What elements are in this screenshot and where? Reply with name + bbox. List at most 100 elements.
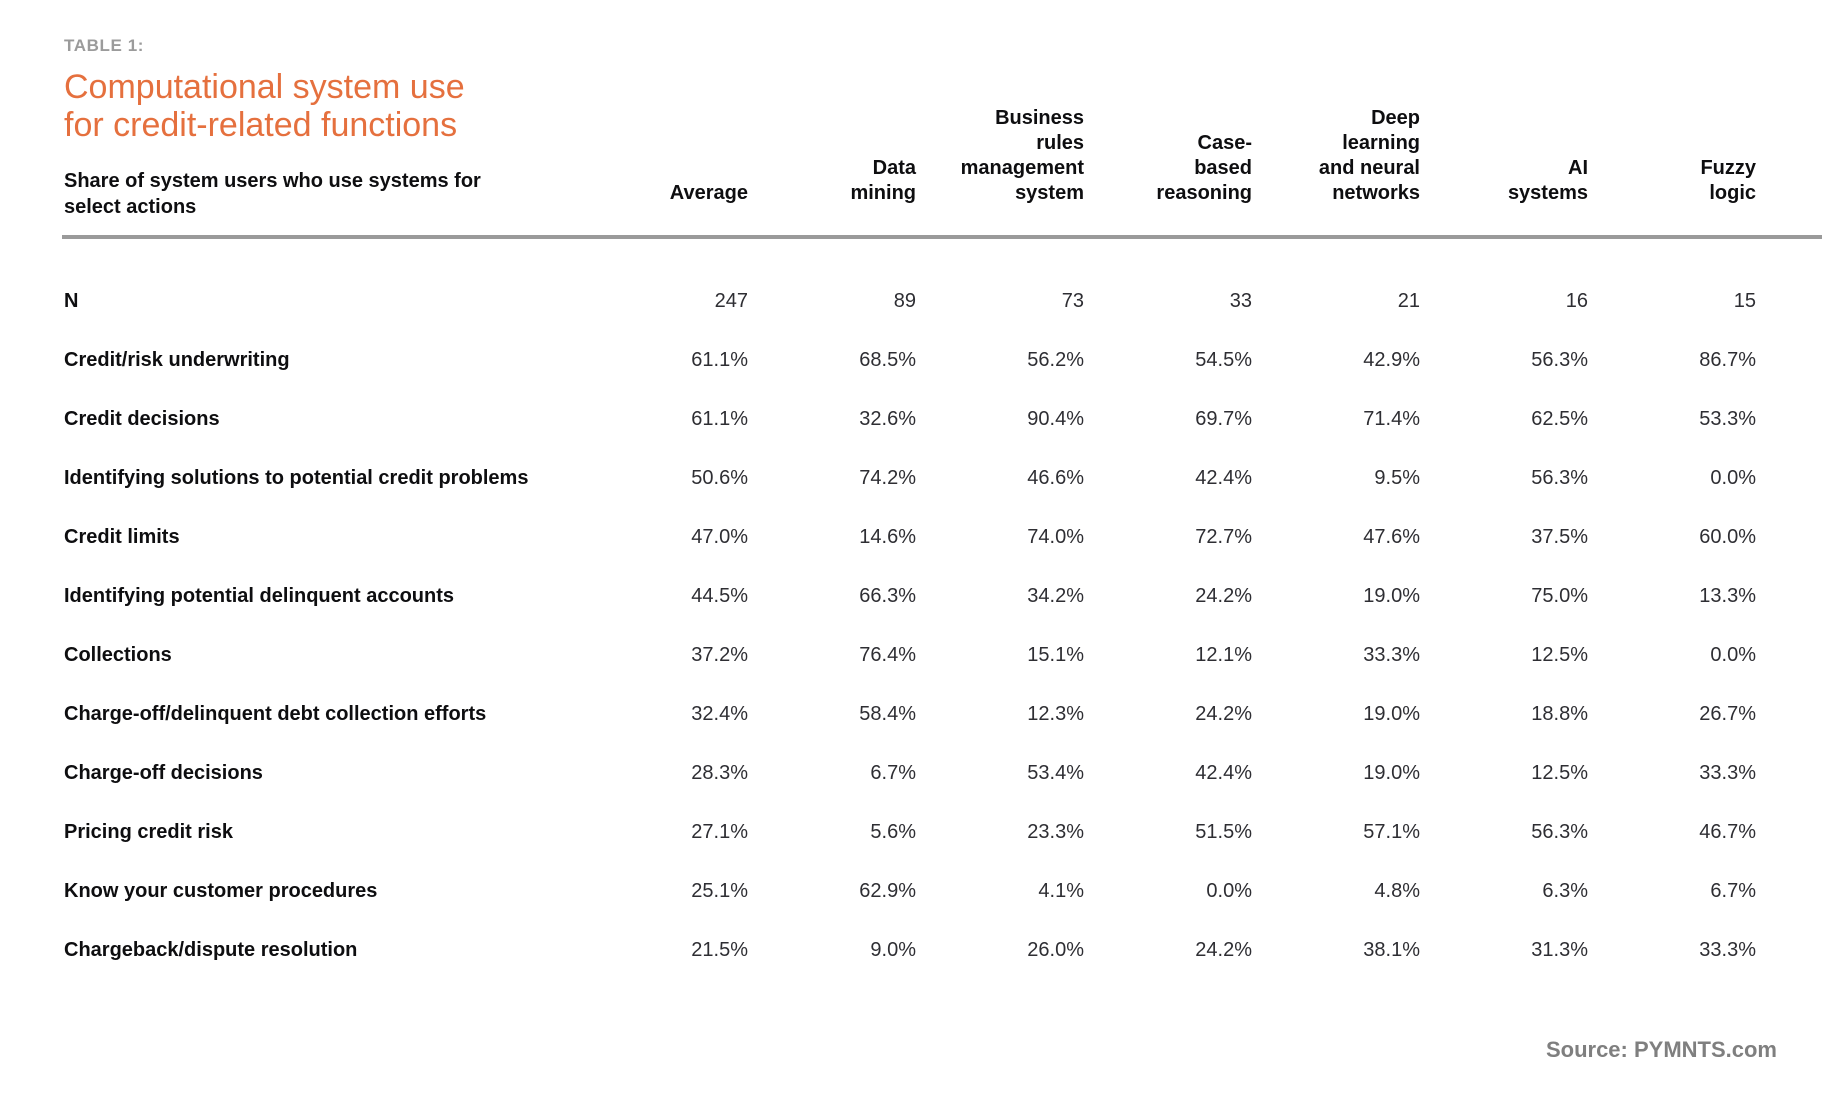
cell: 28.3% (691, 762, 748, 784)
cell: 15.1% (1027, 644, 1084, 666)
row-label: Charge-off decisions (64, 762, 263, 784)
cell: 5.6% (870, 821, 916, 843)
cell: 26.7% (1699, 703, 1756, 725)
cell: 73 (1061, 290, 1084, 312)
cell: 0.0% (1710, 644, 1756, 666)
table-row-credit-decisions: Credit decisions 61.1% 32.6% 90.4% 69.7%… (64, 390, 1756, 449)
row-label: Chargeback/dispute resolution (64, 939, 358, 961)
page-title: Computational system use for credit-rela… (64, 68, 465, 144)
cell: 34.2% (1027, 585, 1084, 607)
row-label: Pricing credit risk (64, 821, 233, 843)
cell: 62.5% (1531, 408, 1588, 430)
row-label: Collections (64, 644, 172, 666)
cell: 21 (1397, 290, 1420, 312)
cell: 61.1% (691, 408, 748, 430)
column-header-average: Average (669, 182, 748, 204)
cell: 71.4% (1363, 408, 1420, 430)
cell: 53.4% (1027, 762, 1084, 784)
cell: 19.0% (1363, 762, 1420, 784)
column-header-deep-learning: Deep learning and neural networks (1318, 107, 1420, 204)
cell: 76.4% (859, 644, 916, 666)
title-block: TABLE 1: Computational system use for cr… (64, 36, 580, 222)
table-row-credit-limits: Credit limits 47.0% 14.6% 74.0% 72.7% 47… (64, 508, 1756, 567)
cell: 27.1% (691, 821, 748, 843)
cell: 37.5% (1531, 526, 1588, 548)
table-row-know-your-customer: Know your customer procedures 25.1% 62.9… (64, 862, 1756, 921)
cell: 42.4% (1195, 762, 1252, 784)
cell: 75.0% (1531, 585, 1588, 607)
report-table-figure: TABLE 1: Computational system use for cr… (62, 36, 1822, 1062)
cell: 15 (1733, 290, 1756, 312)
row-label: Know your customer procedures (64, 880, 378, 902)
cell: 33.3% (1699, 939, 1756, 961)
cell: 247 (714, 290, 748, 312)
table-row-identifying-delinquent-accounts: Identifying potential delinquent account… (64, 567, 1756, 626)
cell: 60.0% (1699, 526, 1756, 548)
cell: 38.1% (1363, 939, 1420, 961)
cell: 66.3% (859, 585, 916, 607)
cell: 4.1% (1038, 880, 1084, 902)
table-row-charge-off-collection-efforts: Charge-off/delinquent debt collection ef… (64, 685, 1756, 744)
cell: 14.6% (859, 526, 916, 548)
cell: 9.0% (870, 939, 916, 961)
table-row-pricing-credit-risk: Pricing credit risk 27.1% 5.6% 23.3% 51.… (64, 803, 1756, 862)
cell: 68.5% (859, 349, 916, 371)
cell: 89 (893, 290, 916, 312)
row-label: Identifying potential delinquent account… (64, 585, 455, 607)
column-header-case-based: Case- based reasoning (1156, 132, 1252, 204)
cell: 13.3% (1699, 585, 1756, 607)
cell: 62.9% (859, 880, 916, 902)
cell: 50.6% (691, 467, 748, 489)
table-row-credit-risk-underwriting: Credit/risk underwriting 61.1% 68.5% 56.… (64, 331, 1756, 390)
cell: 51.5% (1195, 821, 1252, 843)
cell: 9.5% (1374, 467, 1420, 489)
cell: 72.7% (1195, 526, 1252, 548)
cell: 33.3% (1699, 762, 1756, 784)
table-subtitle: Share of system users who use systems fo… (64, 170, 481, 218)
cell: 90.4% (1027, 408, 1084, 430)
cell: 19.0% (1363, 585, 1420, 607)
cell: 21.5% (691, 939, 748, 961)
cell: 4.8% (1374, 880, 1420, 902)
column-header-business-rules: Business rules management system (960, 107, 1084, 204)
cell: 42.9% (1363, 349, 1420, 371)
cell: 16 (1565, 290, 1588, 312)
cell: 53.3% (1699, 408, 1756, 430)
cell: 46.6% (1027, 467, 1084, 489)
table-row-identifying-solutions: Identifying solutions to potential credi… (64, 449, 1756, 508)
table-header: TABLE 1: Computational system use for cr… (64, 36, 1756, 222)
cell: 32.4% (691, 703, 748, 725)
table-body: N 247 89 73 33 21 16 15 Credit/risk unde… (64, 272, 1756, 980)
cell: 31.3% (1531, 939, 1588, 961)
row-label: Identifying solutions to potential credi… (64, 467, 529, 489)
table-number-label: TABLE 1: (64, 36, 145, 55)
cell: 6.3% (1542, 880, 1588, 902)
cell: 57.1% (1363, 821, 1420, 843)
cell: 44.5% (691, 585, 748, 607)
cell: 18.8% (1531, 703, 1588, 725)
cell: 56.3% (1531, 821, 1588, 843)
cell: 54.5% (1195, 349, 1252, 371)
cell: 6.7% (1710, 880, 1756, 902)
cell: 25.1% (691, 880, 748, 902)
column-header-data-mining: Data mining (850, 157, 916, 204)
cell: 24.2% (1195, 703, 1252, 725)
cell: 46.7% (1699, 821, 1756, 843)
cell: 58.4% (859, 703, 916, 725)
table-row-n: N 247 89 73 33 21 16 15 (64, 272, 1756, 331)
cell: 69.7% (1195, 408, 1252, 430)
cell: 19.0% (1363, 703, 1420, 725)
cell: 32.6% (859, 408, 916, 430)
cell: 12.5% (1531, 644, 1588, 666)
cell: 47.6% (1363, 526, 1420, 548)
header-divider (62, 235, 1822, 239)
cell: 74.2% (859, 467, 916, 489)
cell: 26.0% (1027, 939, 1084, 961)
row-label: Credit decisions (64, 408, 220, 430)
cell: 56.3% (1531, 349, 1588, 371)
cell: 42.4% (1195, 467, 1252, 489)
cell: 86.7% (1699, 349, 1756, 371)
cell: 33 (1229, 290, 1252, 312)
cell: 23.3% (1027, 821, 1084, 843)
row-label: Charge-off/delinquent debt collection ef… (64, 703, 487, 725)
